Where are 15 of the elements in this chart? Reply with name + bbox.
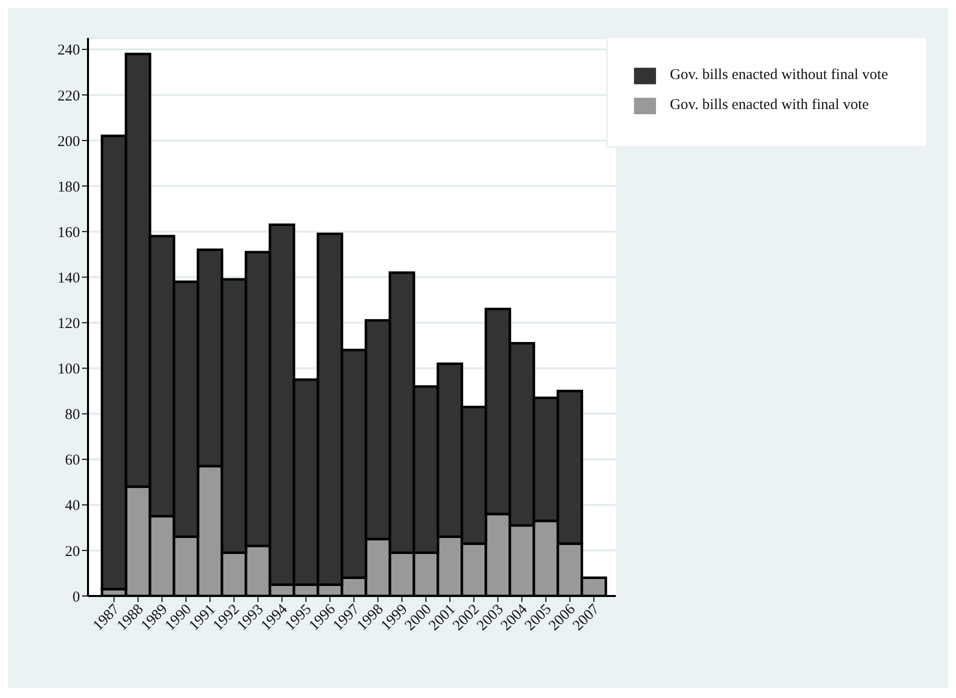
legend-label: Gov. bills enacted without final vote [670,67,888,83]
y-tick-label: 20 [65,544,80,560]
y-tick-label: 120 [58,316,80,332]
y-tick-label: 0 [72,589,80,606]
y-tick-label: 200 [58,134,80,150]
y-tick-label: 80 [65,407,80,424]
y-tick-label: 160 [58,224,80,241]
y-tick-label: 40 [65,498,80,514]
y-tick-label: 220 [58,88,80,104]
y-tick-label: 140 [58,270,80,286]
y-tick-label: 180 [58,179,80,196]
legend-label: Gov. bills enacted with final vote [670,97,869,113]
y-tick-label: 240 [58,42,80,59]
y-tick-label: 60 [65,452,80,469]
y-tick-label: 100 [58,362,80,378]
